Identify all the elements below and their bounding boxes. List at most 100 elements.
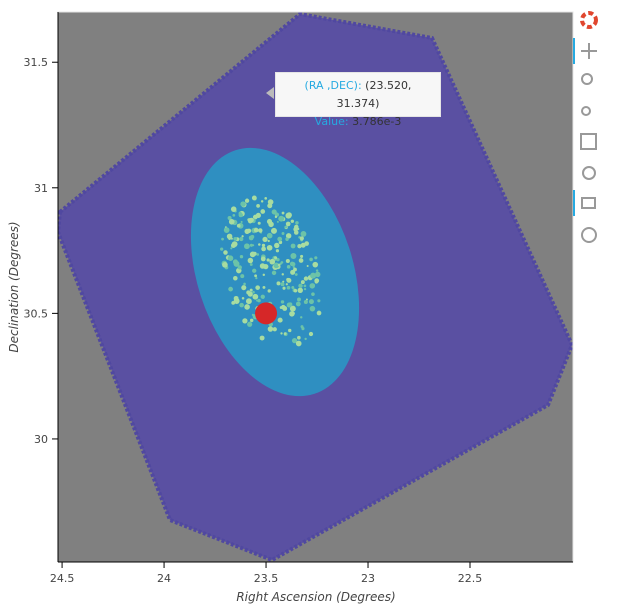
core-speckle [295,301,301,307]
core-speckle [260,256,266,262]
core-speckle [247,218,253,224]
core-speckle [314,271,321,278]
core-speckle [226,233,233,240]
bokeh-logo[interactable] [580,11,598,29]
core-speckle [303,276,309,281]
core-speckle [266,258,270,262]
zoom-tool[interactable] [581,73,593,85]
core-speckle [306,264,309,267]
core-speckle [298,258,304,263]
core-speckle [259,263,266,269]
core-speckle [293,289,298,293]
core-speckle [267,239,270,243]
core-speckle [300,231,307,237]
core-speckle [303,284,307,288]
x-tick-label: 22.5 [458,572,483,585]
core-speckle [239,255,244,259]
core-speckle [290,269,296,275]
core-speckle [228,286,233,292]
core-speckle [241,235,244,238]
core-speckle [285,221,291,227]
core-speckle [280,261,284,264]
pan-tool[interactable] [581,43,597,59]
core-speckle [316,310,322,316]
core-speckle [285,237,289,242]
hover-tool[interactable] [581,197,596,209]
core-speckle [228,237,231,240]
core-speckle [288,302,293,307]
core-speckle [297,335,301,340]
core-speckle [282,306,288,311]
core-speckle [289,261,295,267]
core-speckle [230,242,236,249]
y-tick-label: 30 [34,433,48,446]
tooltip-pointer [266,87,274,99]
core-speckle [247,291,253,297]
core-speckle [266,218,273,225]
save-tool[interactable] [580,133,597,150]
core-speckle [262,296,265,299]
core-speckle [281,211,285,215]
core-speckle [310,272,317,279]
core-speckle [308,299,314,305]
core-speckle [252,268,257,273]
core-speckle [267,289,271,293]
core-speckle [261,243,266,248]
core-speckle [300,316,303,319]
core-speckle [280,282,285,287]
core-speckle [245,298,252,305]
help-tool[interactable] [581,227,597,243]
core-speckle [231,300,236,305]
core-speckle [285,283,288,286]
core-speckle [276,220,279,223]
core-speckle [286,285,291,290]
core-speckle [309,305,316,312]
core-speckle [294,273,298,276]
core-speckle [288,328,292,333]
core-speckle [283,332,287,336]
core-speckle [243,282,246,286]
point [255,302,278,325]
core-speckle [258,243,261,246]
core-speckle [274,215,278,219]
core-speckle [249,288,253,292]
core-speckle [239,236,244,242]
core-speckle [262,236,268,243]
x-tick-label: 23.5 [254,572,279,585]
core-speckle [285,258,290,264]
core-speckle [300,242,306,248]
core-speckle [290,243,296,249]
core-speckle [233,275,238,281]
core-speckle [303,300,308,305]
core-speckle [297,297,301,302]
core-speckle [278,240,283,245]
core-speckle [223,227,230,233]
core-speckle [241,296,245,300]
core-speckle [274,256,278,260]
core-speckle [309,283,316,289]
tool-active [573,38,575,64]
core-speckle [252,244,255,247]
reset-tool[interactable] [582,166,596,180]
core-speckle [230,247,233,250]
core-speckle [289,305,296,312]
core-speckle [317,299,321,303]
core-speckle [258,228,263,233]
core-speckle [284,225,288,229]
core-speckle [244,243,250,250]
galaxy-core [220,195,322,347]
core-speckle [305,298,308,301]
core-speckle [222,261,228,268]
core-speckle [254,274,258,278]
core-speckle [266,232,273,239]
core-speckle [247,257,254,264]
core-speckle [281,232,285,235]
x-axis-label: Right Ascension (Degrees) [236,590,395,604]
core-speckle [280,332,283,335]
core-speckle [247,321,253,327]
wheel-zoom-tool[interactable] [581,106,591,116]
core-speckle [309,257,313,262]
core-speckle [304,337,307,341]
core-speckle [295,221,299,225]
core-speckle [300,280,305,285]
